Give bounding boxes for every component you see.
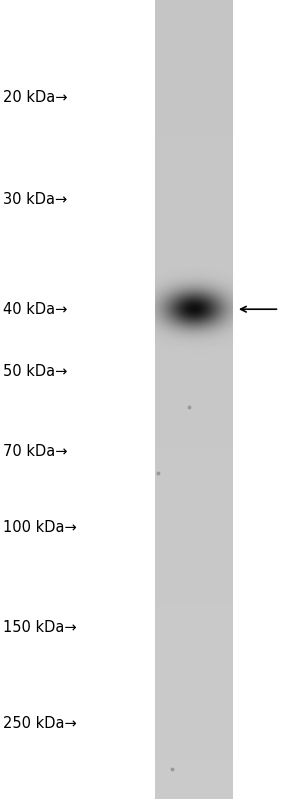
Text: 100 kDa→: 100 kDa→ (3, 520, 77, 535)
Text: WWW.PTGLAB.COM: WWW.PTGLAB.COM (181, 342, 191, 457)
Text: 250 kDa→: 250 kDa→ (3, 716, 77, 730)
Text: 150 kDa→: 150 kDa→ (3, 620, 77, 634)
Text: 20 kDa→: 20 kDa→ (3, 90, 68, 105)
Text: 30 kDa→: 30 kDa→ (3, 193, 68, 207)
Text: 50 kDa→: 50 kDa→ (3, 364, 68, 379)
Text: 70 kDa→: 70 kDa→ (3, 444, 68, 459)
Text: 40 kDa→: 40 kDa→ (3, 302, 68, 316)
